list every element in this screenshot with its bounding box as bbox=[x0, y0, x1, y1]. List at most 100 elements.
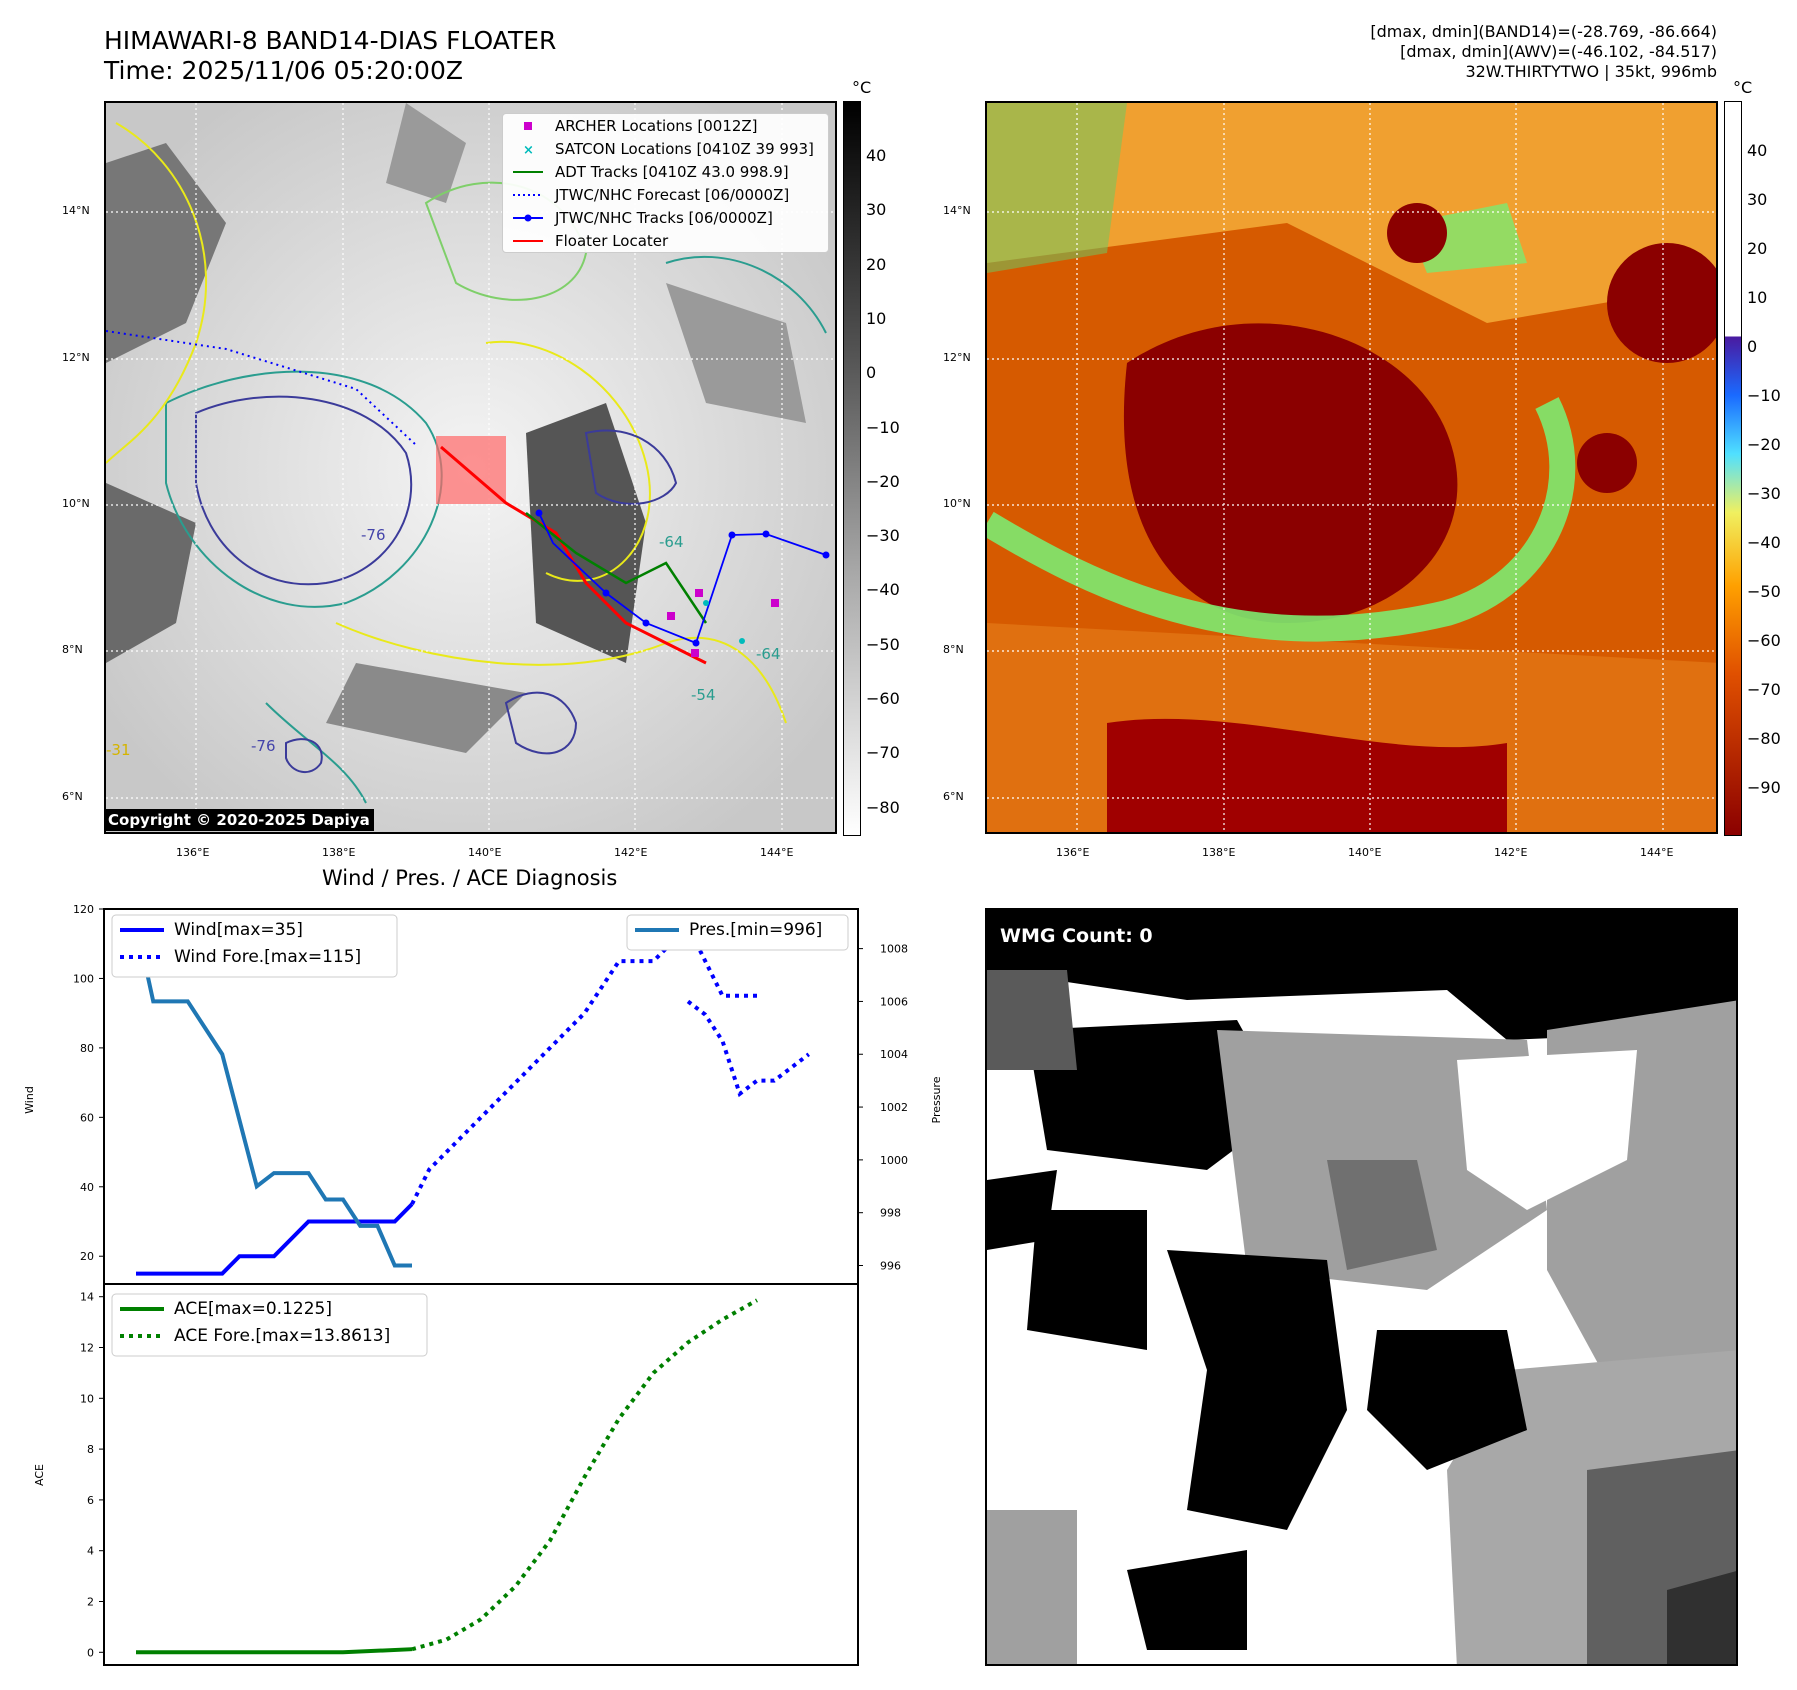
colorbar-tick: −30 bbox=[866, 526, 900, 546]
y-tick-label-right: 996 bbox=[880, 1260, 901, 1273]
legend-satcon: SATCON Locations [0410Z 39 993] bbox=[555, 139, 814, 158]
lon-label: 138°E bbox=[1202, 846, 1236, 859]
colorbar-tick: −40 bbox=[1747, 533, 1781, 552]
colorbar-unit: °C bbox=[1733, 78, 1753, 97]
ace-legend bbox=[111, 1293, 428, 1357]
colorbar-tick: 0 bbox=[866, 363, 877, 383]
lat-label: 12°N bbox=[943, 351, 971, 364]
copyright-label: Copyright © 2020-2025 Dapiya bbox=[104, 809, 374, 831]
wmg-panel bbox=[985, 908, 1738, 1666]
y-tick-label-right: 1006 bbox=[880, 995, 908, 1008]
band14-map: -76 -76 -64 -64 -54 -31 ARCHER Locations… bbox=[104, 101, 837, 834]
contour-label: -54 bbox=[691, 686, 716, 704]
y-tick-label: 100 bbox=[73, 972, 94, 985]
colorbar-tick: −70 bbox=[866, 743, 900, 763]
jtwc-track bbox=[538, 512, 827, 645]
colorbar-tick: 40 bbox=[1747, 141, 1768, 160]
colorbar-tick: −10 bbox=[1747, 386, 1781, 405]
lon-label: 136°E bbox=[1056, 846, 1090, 859]
lat-label: 12°N bbox=[62, 351, 90, 364]
colorbar-tick: 20 bbox=[1747, 239, 1768, 258]
floater-track bbox=[440, 445, 707, 665]
lon-label: 144°E bbox=[760, 846, 794, 859]
colorbar-tick: −90 bbox=[1747, 778, 1781, 797]
lon-label: 140°E bbox=[468, 846, 502, 859]
colorbar-tick: −60 bbox=[866, 689, 900, 708]
legend-archer: ARCHER Locations [0012Z] bbox=[555, 116, 758, 135]
y-tick-label: 8 bbox=[87, 1443, 94, 1456]
y-tick-label-right: 1000 bbox=[880, 1154, 908, 1167]
wmg-imagery bbox=[987, 910, 1736, 1664]
series-line bbox=[411, 1298, 758, 1652]
legend-floater: Floater Locater bbox=[555, 231, 669, 250]
colorbar-tick: 30 bbox=[866, 200, 887, 220]
y-tick-label: 4 bbox=[87, 1545, 94, 1558]
y-tick-label: 0 bbox=[87, 1646, 94, 1659]
series-line bbox=[410, 922, 757, 1206]
colorbar-awv bbox=[1724, 101, 1742, 836]
jtwc-forecast-line bbox=[106, 330, 417, 446]
lat-label: 6°N bbox=[62, 790, 83, 803]
series-line bbox=[136, 1647, 413, 1655]
legend-jtwc-forecast: JTWC/NHC Forecast [06/0000Z] bbox=[555, 185, 790, 204]
colorbar-tick: 10 bbox=[866, 308, 887, 328]
colorbar-unit: °C bbox=[852, 78, 872, 97]
colorbar-tick: −20 bbox=[1747, 435, 1781, 454]
lon-label: 142°E bbox=[1494, 846, 1528, 859]
legend-label: Wind Fore.[max=115] bbox=[174, 947, 361, 967]
y-tick-label: 40 bbox=[80, 1181, 94, 1194]
lon-label: 140°E bbox=[1348, 846, 1382, 859]
contour-label: -76 bbox=[251, 737, 276, 755]
contour-label: -76 bbox=[361, 526, 386, 544]
colorbar-tick: −40 bbox=[866, 580, 900, 600]
colorbar-tick: −60 bbox=[1747, 631, 1781, 650]
lat-label: 10°N bbox=[943, 497, 971, 510]
y-axis-label-pressure: Pressure bbox=[930, 1076, 943, 1123]
lat-label: 14°N bbox=[943, 204, 971, 217]
lon-label: 138°E bbox=[322, 846, 356, 859]
y-tick-label: 2 bbox=[87, 1596, 94, 1609]
y-axis-label-ace: ACE bbox=[33, 1464, 46, 1486]
legend-label: ACE[max=0.1225] bbox=[174, 1299, 332, 1319]
info-band14: [dmax, dmin](BAND14)=(-28.769, -86.664) bbox=[1370, 22, 1717, 41]
map-legend: ARCHER Locations [0012Z] × SATCON Locatio… bbox=[502, 113, 829, 253]
colorbar-tick: −70 bbox=[1747, 680, 1781, 699]
lon-label: 136°E bbox=[176, 846, 210, 859]
legend-label: ACE Fore.[max=13.8613] bbox=[174, 1326, 390, 1346]
y-tick-label: 120 bbox=[73, 903, 94, 916]
legend-label: Pres.[min=996] bbox=[689, 920, 822, 940]
lat-label: 10°N bbox=[62, 497, 90, 510]
y-tick-label-right: 1002 bbox=[880, 1101, 908, 1114]
colorbar-tick: −10 bbox=[866, 417, 900, 437]
figure-title: HIMAWARI-8 BAND14-DIAS FLOATER bbox=[104, 26, 557, 55]
legend-label: Wind[max=35] bbox=[174, 920, 303, 940]
wmg-count-label: WMG Count: 0 bbox=[1000, 925, 1153, 947]
colorbar-tick: −50 bbox=[1747, 582, 1781, 601]
colorbar-tick: −50 bbox=[866, 634, 900, 654]
y-tick-label: 60 bbox=[80, 1111, 94, 1124]
contour-label: -64 bbox=[659, 533, 684, 551]
y-tick-label: 14 bbox=[80, 1291, 94, 1304]
figure-time: Time: 2025/11/06 05:20:00Z bbox=[104, 56, 463, 85]
awv-map bbox=[985, 101, 1718, 834]
series-line bbox=[136, 1202, 414, 1276]
y-tick-label: 10 bbox=[80, 1392, 94, 1405]
y-tick-label-right: 998 bbox=[880, 1207, 901, 1220]
lon-label: 144°E bbox=[1640, 846, 1674, 859]
y-tick-label: 6 bbox=[87, 1494, 94, 1507]
y-tick-label: 20 bbox=[80, 1250, 94, 1263]
legend-jtwc-tracks: JTWC/NHC Tracks [06/0000Z] bbox=[555, 208, 773, 227]
contour-label: -64 bbox=[756, 645, 781, 663]
wind-legend bbox=[111, 914, 398, 978]
colorbar-tick: 0 bbox=[1747, 337, 1758, 356]
pressure-legend bbox=[626, 914, 849, 951]
svg-text:×: × bbox=[523, 143, 534, 155]
contour-label: -31 bbox=[106, 741, 131, 759]
lat-label: 6°N bbox=[943, 790, 964, 803]
colorbar-tick: −80 bbox=[1747, 729, 1781, 748]
lat-label: 8°N bbox=[62, 643, 83, 656]
y-tick-label-right: 1004 bbox=[880, 1048, 908, 1061]
lon-label: 142°E bbox=[614, 846, 648, 859]
diagnosis-title: Wind / Pres. / ACE Diagnosis bbox=[322, 866, 618, 890]
info-storm: 32W.THIRTYTWO | 35kt, 996mb bbox=[1465, 62, 1717, 81]
